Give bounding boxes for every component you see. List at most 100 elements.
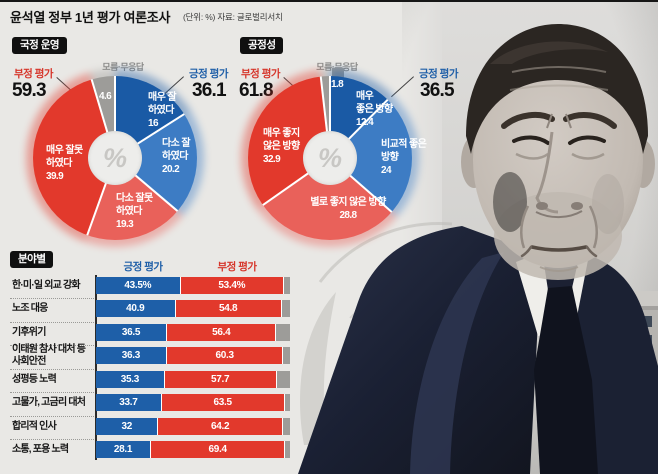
category-label: 노조 대응 — [12, 302, 48, 314]
no-answer-bar — [285, 441, 290, 458]
mouth — [530, 245, 588, 252]
left-eye — [512, 135, 550, 145]
bar-row: 소통, 포용 노력 28.1 69.4 — [0, 441, 658, 458]
donut-hole: % — [303, 131, 357, 185]
row-separator — [10, 392, 94, 393]
category-label: 성평등 노력 — [12, 373, 57, 385]
section-title-governance: 국정 운영 — [12, 37, 68, 54]
slice-label: 1.8 — [331, 79, 344, 90]
negative-bar: 53.4% — [180, 277, 284, 294]
positive-label: 긍정 평가 — [188, 68, 229, 80]
percent-symbol: % — [317, 142, 342, 173]
no-answer-bar — [281, 300, 290, 317]
slice-label: 4.6 — [99, 91, 112, 102]
slice-label: 매우 좋지 않은 방향 32.9 — [263, 128, 300, 165]
positive-bar: 40.9 — [96, 300, 175, 317]
row-separator — [10, 369, 94, 370]
nose — [535, 131, 559, 214]
row-separator — [10, 298, 94, 299]
bar-row: 성평등 노력 35.3 57.7 — [0, 371, 658, 388]
positive-bar: 43.5% — [96, 277, 180, 294]
negative-label: 부정 평가 — [241, 68, 281, 80]
bar-track: 43.5% 53.4% — [96, 277, 290, 294]
positive-bar: 33.7 — [96, 394, 161, 411]
category-label: 소통, 포용 노력 — [12, 443, 69, 455]
no-answer-bar — [284, 277, 290, 294]
section-title-by-sector: 분야별 — [10, 251, 54, 268]
slice-label: 매우 좋은 방향 12.4 — [356, 91, 393, 128]
positive-bar: 36.3 — [96, 347, 166, 364]
negative-bar: 63.5 — [161, 394, 284, 411]
page-title: 윤석열 정부 1년 평가 여론조사 — [10, 10, 171, 25]
forehead-line — [511, 66, 607, 73]
negative-bar: 57.7 — [164, 371, 276, 388]
category-label: 한·미·일 외교 강화 — [12, 279, 81, 291]
negative-label: 부정 평가 — [14, 68, 54, 80]
bar-row: 한·미·일 외교 강화 43.5% 53.4% — [0, 277, 658, 294]
category-label: 이태원 참사 대처 등 사회안전 — [12, 344, 86, 367]
legend-negative: 부정 평가 — [217, 261, 257, 273]
eye-bag — [515, 152, 549, 160]
forehead-line — [509, 84, 609, 91]
negative-value: 61.8 — [239, 80, 274, 101]
frown-lines — [546, 113, 572, 129]
bar-track: 32 64.2 — [96, 418, 290, 435]
slice-label: 별로 좋지 않은 방향 28.8 — [310, 197, 386, 221]
bar-track: 36.3 60.3 — [96, 347, 290, 364]
bar-row: 합리적 인사 32 64.2 — [0, 418, 658, 435]
no-answer-bar — [282, 418, 290, 435]
negative-bar: 69.4 — [150, 441, 285, 458]
bar-row: 고물가, 고금리 대처 33.7 63.5 — [0, 394, 658, 411]
no-answer-bar — [276, 324, 290, 341]
negative-value: 59.3 — [12, 80, 47, 101]
tie — [534, 286, 598, 474]
row-separator — [10, 439, 94, 440]
right-eye — [568, 135, 606, 145]
no-answer-bar — [276, 371, 290, 388]
bar-track: 40.9 54.8 — [96, 300, 290, 317]
category-label: 합리적 인사 — [12, 420, 57, 432]
negative-bar: 54.8 — [175, 300, 281, 317]
top-rule — [0, 0, 658, 2]
left-eyebrow — [501, 111, 555, 129]
bar-track: 35.3 57.7 — [96, 371, 290, 388]
negative-bar: 64.2 — [158, 418, 282, 435]
slice-label: 비교적 좋은 방향 24 — [381, 139, 427, 176]
percent-symbol: % — [102, 142, 127, 173]
yoon-photo — [298, 0, 658, 474]
bar-track: 33.7 63.5 — [96, 394, 290, 411]
category-label: 고물가, 고금리 대처 — [12, 396, 86, 408]
legend-positive: 긍정 평가 — [123, 261, 163, 273]
positive-bar: 28.1 — [96, 441, 150, 458]
bar-track: 28.1 69.4 — [96, 441, 290, 458]
category-label: 기후위기 — [12, 326, 46, 338]
face — [461, 24, 655, 280]
donut-hole: % — [88, 131, 142, 185]
bar-track: 36.5 56.4 — [96, 324, 290, 341]
bar-axis — [95, 275, 97, 460]
row-separator — [10, 416, 94, 417]
slice-label: 매우 잘 하였다 16 — [148, 92, 177, 129]
row-separator — [10, 322, 94, 323]
positive-value: 36.1 — [192, 80, 227, 101]
nasolabial-fold — [519, 205, 530, 249]
source-note: (단위: %) 자료: 글로벌리서치 — [183, 12, 283, 22]
donut-fairness: % — [241, 69, 419, 247]
donut-governance: % — [26, 69, 204, 247]
slice-label: 매우 잘못 하였다 39.9 — [46, 145, 83, 182]
positive-label: 긍정 평가 — [418, 68, 459, 80]
positive-bar: 36.5 — [96, 324, 167, 341]
dont-know-label: 모름·무응답 — [102, 62, 144, 72]
positive-value: 36.5 — [420, 80, 455, 101]
no-answer-bar — [284, 394, 290, 411]
negative-bar: 60.3 — [166, 347, 283, 364]
dont-know-label: 모름·무응답 — [316, 62, 358, 72]
no-answer-bar — [283, 347, 290, 364]
nasolabial-fold — [588, 205, 599, 249]
slice-label: 다소 잘 하였다 20.2 — [162, 138, 191, 175]
chin-crease — [539, 266, 579, 272]
bar-row: 노조 대응 40.9 54.8 — [0, 300, 658, 317]
slice-label: 다소 잘못 하였다 19.3 — [116, 193, 153, 230]
bar-row: 기후위기 36.5 56.4 — [0, 324, 658, 341]
